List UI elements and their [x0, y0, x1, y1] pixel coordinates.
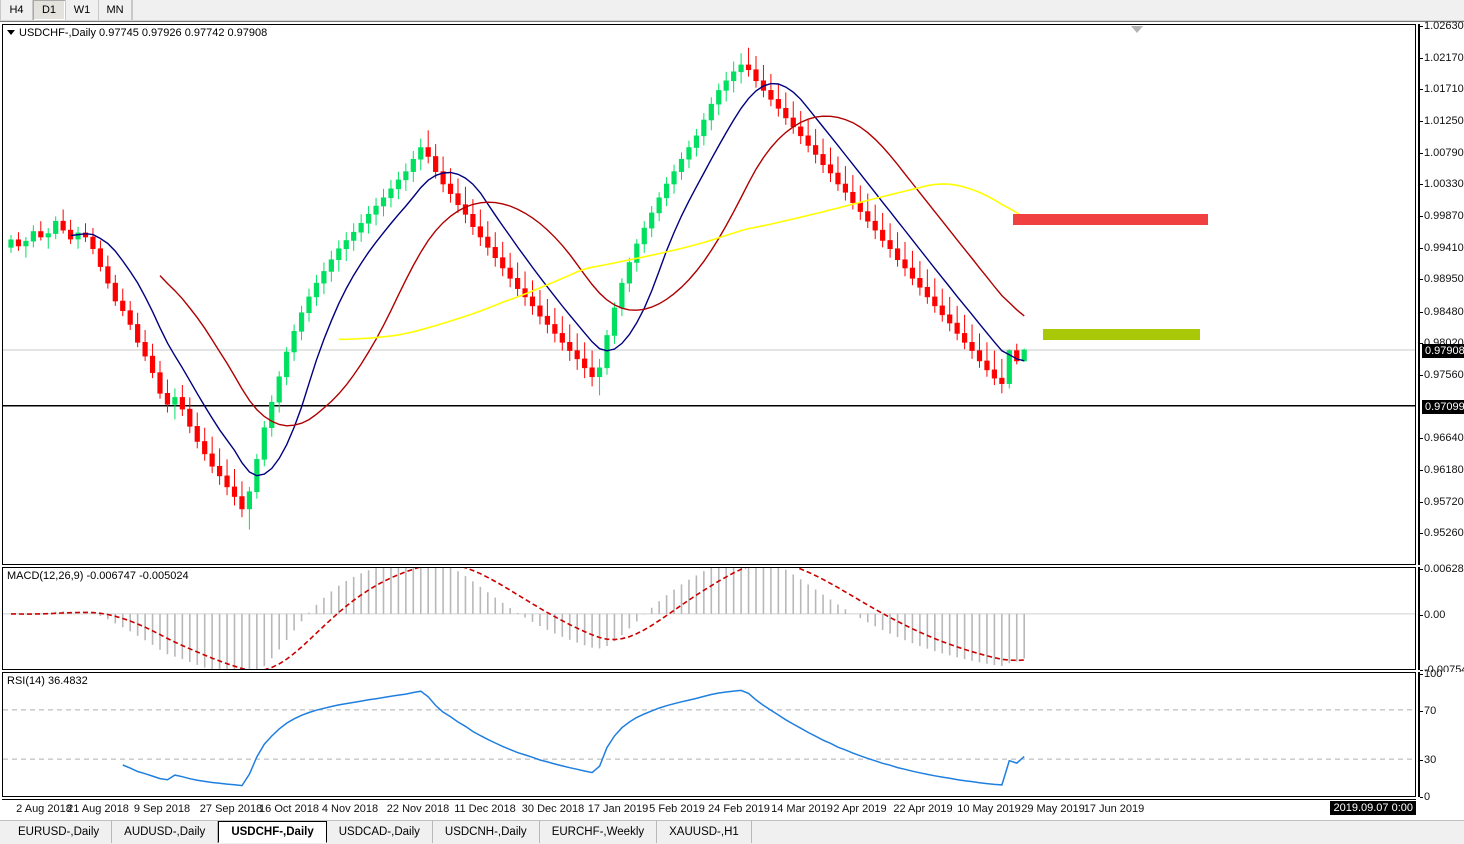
macd-tick-0.00: 0.00 [1419, 608, 1446, 621]
time-axis-label: 22 Apr 2019 [893, 803, 953, 815]
chart-tab-eurusd-daily[interactable]: EURUSD-,Daily [6, 821, 113, 843]
price-tick-1.00790: 1.00790 [1420, 146, 1464, 159]
time-axis-label: 2 Aug 2018 [16, 803, 72, 815]
price-tick-0.96180: 0.96180 [1420, 464, 1464, 476]
chart-tab-eurchf-weekly[interactable]: EURCHF-,Weekly [539, 821, 658, 843]
price-tick-highlight-0.97099: 0.97099 [1422, 399, 1464, 414]
chart-tab-usdcad-daily[interactable]: USDCAD-,Daily [326, 821, 433, 843]
price-tick-1.01710: 1.01710 [1420, 83, 1464, 96]
price-tick-1.01250: 1.01250 [1420, 114, 1464, 127]
time-axis-label: 17 Jun 2019 [1083, 803, 1145, 815]
time-axis-label: 30 Dec 2018 [521, 803, 585, 815]
price-tick-highlight-0.97908: 0.97908 [1422, 344, 1464, 359]
chart-shift-marker-icon[interactable] [1131, 26, 1143, 33]
timeframe-toolbar: H4 D1 W1 MN [0, 0, 1464, 21]
time-axis-label: 17 Jan 2019 [587, 803, 649, 815]
time-axis-label: 21 Aug 2018 [67, 803, 129, 815]
price-tick-1.02630: 1.02630 [1420, 20, 1464, 32]
chart-area: USDCHF-,Daily 0.97745 0.97926 0.97742 0.… [0, 20, 1464, 820]
time-axis-label: 10 May 2019 [957, 803, 1021, 815]
time-axis-label: 2 Apr 2019 [833, 803, 887, 815]
price-tick-0.98950: 0.98950 [1420, 273, 1464, 286]
resistance-band [1013, 214, 1208, 225]
price-tick-0.99410: 0.99410 [1420, 241, 1464, 254]
time-axis[interactable]: 2019.09.07 0:00 2 Aug 2018 21 Aug 2018 9 S… [2, 799, 1416, 819]
price-tick-0.95260: 0.95260 [1420, 527, 1464, 540]
time-axis-label: 29 May 2019 [1021, 803, 1085, 815]
chart-tab-usdchf-daily[interactable]: USDCHF-,Daily [218, 821, 327, 843]
support-band [1043, 329, 1200, 340]
timeframe-button-mn[interactable]: MN [99, 0, 132, 20]
chart-tab-usdcnh-daily[interactable]: USDCNH-,Daily [432, 821, 540, 843]
price-tick-1.02170: 1.02170 [1420, 51, 1464, 64]
price-tick-0.98480: 0.98480 [1420, 305, 1464, 318]
rsi-tick-100: 100 [1419, 668, 1443, 680]
macd-tick-0.006282: 0.006282 [1420, 563, 1464, 575]
macd-scale[interactable]: 0.0062820.00-0.007542 [1418, 563, 1464, 676]
time-axis-label: 9 Sep 2018 [133, 803, 191, 815]
time-axis-label: 5 Feb 2019 [649, 803, 705, 815]
rsi-scale[interactable]: 100 70 30 0 [1418, 668, 1464, 803]
rsi-chart-canvas [3, 689, 1415, 787]
price-tick-0.95720: 0.95720 [1420, 495, 1464, 508]
time-axis-label: 4 Nov 2018 [321, 803, 379, 815]
time-axis-label: 24 Feb 2019 [708, 803, 770, 815]
chart-tab-xauusd-h1[interactable]: XAUUSD-,H1 [657, 821, 752, 843]
price-chart-canvas [3, 47, 1415, 530]
chart-tabbar: EURUSD-,Daily AUDUSD-,Daily USDCHF-,Dail… [0, 820, 1464, 844]
rsi-pane[interactable]: RSI(14) 36.4832 [2, 672, 1416, 797]
timeframe-button-d1[interactable]: D1 [33, 0, 66, 20]
macd-chart-canvas [3, 568, 1415, 669]
timeframe-button-h4[interactable]: H4 [0, 0, 33, 20]
price-tick-0.97560: 0.97560 [1420, 369, 1464, 381]
rsi-tick-70: 70 [1419, 704, 1437, 717]
time-axis-label: 11 Dec 2018 [454, 803, 516, 815]
time-axis-label: 22 Nov 2018 [386, 803, 450, 815]
time-cursor-label: 2019.09.07 0:00 [1330, 801, 1416, 815]
time-axis-label: 27 Sep 2018 [199, 803, 263, 815]
price-tick-0.99870: 0.99870 [1420, 209, 1464, 222]
price-tick-0.96640: 0.96640 [1420, 432, 1464, 445]
price-pane[interactable]: USDCHF-,Daily 0.97745 0.97926 0.97742 0.… [2, 24, 1416, 565]
rsi-tick-0: 0 [1419, 791, 1431, 803]
macd-pane[interactable]: MACD(12,26,9) -0.006747 -0.005024 [2, 567, 1416, 670]
time-axis-label: 16 Oct 2018 [259, 803, 319, 815]
price-tick-1.00330: 1.00330 [1420, 178, 1464, 191]
time-axis-label: 14 Mar 2019 [771, 803, 833, 815]
timeframe-button-w1[interactable]: W1 [66, 0, 99, 20]
toolbar-empty-area [132, 0, 1464, 20]
price-scale[interactable]: 1.02630 1.02170 1.01710 1.01250 1.00790 1.003… [1418, 20, 1464, 565]
chart-tab-audusd-daily[interactable]: AUDUSD-,Daily [112, 821, 219, 843]
rsi-tick-30: 30 [1419, 754, 1437, 767]
